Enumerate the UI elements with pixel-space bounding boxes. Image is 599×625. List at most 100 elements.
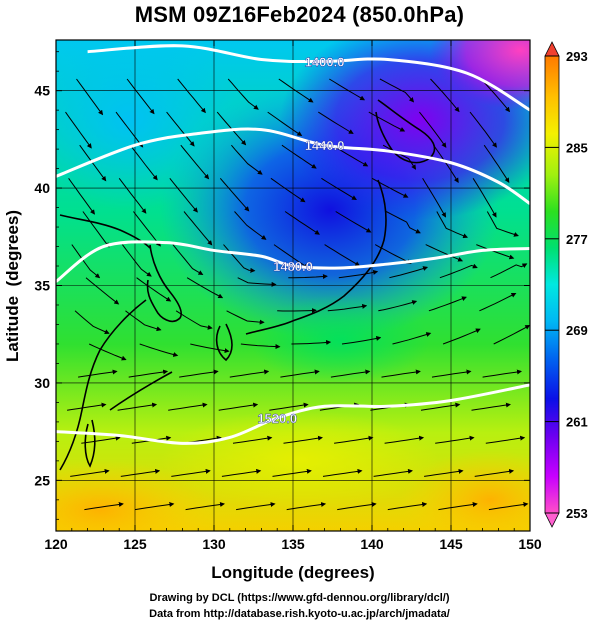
streamline	[81, 435, 121, 444]
streamline	[126, 78, 155, 115]
streamline	[223, 244, 256, 273]
coastline-honshu	[245, 179, 387, 335]
streamline	[82, 211, 110, 248]
contour-line	[56, 383, 530, 445]
streamline	[291, 339, 332, 345]
streamline	[389, 266, 429, 279]
y-tick-label: 30	[34, 375, 50, 391]
colorbar-gradient	[544, 55, 560, 514]
streamline	[392, 332, 432, 345]
streamline	[472, 178, 497, 218]
streamline	[120, 468, 161, 477]
credit-data: Data from http://database.rish.kyoto-u.a…	[149, 608, 450, 620]
colorbar-tick-label: 269	[566, 323, 588, 338]
streamline	[480, 78, 511, 113]
streamline	[185, 502, 225, 511]
streamline	[283, 435, 323, 444]
streamline	[71, 244, 101, 279]
streamline	[277, 308, 317, 314]
streamline	[438, 502, 478, 511]
coastline-korea	[146, 244, 183, 323]
x-tick-label: 145	[439, 536, 463, 552]
streamline	[273, 244, 309, 269]
streamline	[267, 111, 303, 137]
streamline	[78, 369, 118, 378]
streamline	[219, 177, 250, 212]
streamline	[171, 468, 211, 477]
colorbar-tick-label: 261	[566, 415, 588, 430]
colorbar-tick-label: 277	[566, 232, 588, 247]
streamline	[338, 269, 379, 279]
streamline	[180, 144, 210, 180]
streamline	[474, 468, 515, 477]
streamline	[76, 78, 104, 116]
streamline	[74, 310, 110, 335]
streamline	[442, 328, 481, 345]
streamline	[67, 402, 107, 411]
streamline	[324, 244, 361, 267]
streamline	[327, 303, 368, 312]
streamline	[368, 111, 406, 132]
streamline	[270, 177, 306, 203]
streamline	[218, 402, 259, 411]
x-tick-label: 130	[202, 536, 226, 552]
streamline	[378, 300, 418, 312]
contour-label: 1400.0	[305, 54, 345, 69]
streamline	[227, 78, 259, 110]
streamline	[379, 78, 415, 103]
contour-label: 1440.0	[305, 138, 345, 153]
streamline	[186, 277, 224, 299]
y-tick-label: 45	[34, 83, 50, 99]
streamline	[322, 468, 363, 477]
streamline	[490, 263, 528, 279]
streamline	[84, 502, 124, 511]
streamline	[125, 310, 162, 332]
streamline	[469, 111, 497, 148]
streamline	[486, 211, 519, 237]
colorbar-tick-label: 293	[566, 49, 588, 64]
streamline	[335, 211, 372, 233]
streamline	[422, 178, 446, 218]
geopotential-contours: 1400.0 1440.0 1480.0 1520.0	[56, 44, 530, 445]
streamline	[115, 111, 144, 148]
streamline	[284, 211, 320, 235]
streamline	[482, 369, 522, 378]
streamline	[118, 177, 147, 214]
streamline	[237, 277, 277, 287]
streamline	[439, 263, 478, 279]
streamline	[479, 292, 517, 312]
streamline	[179, 369, 219, 378]
x-tick-label: 140	[360, 536, 384, 552]
streamline	[117, 402, 158, 411]
streamline	[139, 343, 179, 357]
colorbar-tick-label: 285	[566, 140, 588, 155]
contour-line	[56, 127, 530, 205]
streamline	[425, 244, 464, 262]
streamline	[387, 502, 428, 511]
streamline	[232, 435, 273, 444]
streamline	[79, 144, 107, 182]
streamline	[334, 435, 374, 444]
streamline	[177, 78, 206, 114]
y-tick-label: 25	[34, 472, 50, 488]
streamline	[385, 211, 421, 234]
colorbar-tick-label: 253	[566, 506, 588, 521]
streamline	[493, 325, 530, 345]
streamline	[166, 111, 195, 147]
streamline	[436, 211, 469, 239]
contour-line	[87, 44, 530, 112]
x-tick-label: 135	[281, 536, 305, 552]
streamline	[337, 502, 377, 511]
streamline	[433, 144, 459, 183]
streamline	[332, 144, 369, 167]
streamline	[281, 144, 317, 169]
streamline	[236, 502, 276, 511]
streamline	[190, 343, 230, 354]
streamline	[424, 468, 464, 477]
streamline	[121, 244, 152, 277]
coastline-ryukyu	[109, 371, 173, 411]
streamline	[169, 177, 198, 213]
streamline	[373, 468, 413, 477]
streamline	[65, 111, 92, 149]
lat-lon-grid	[56, 40, 530, 531]
